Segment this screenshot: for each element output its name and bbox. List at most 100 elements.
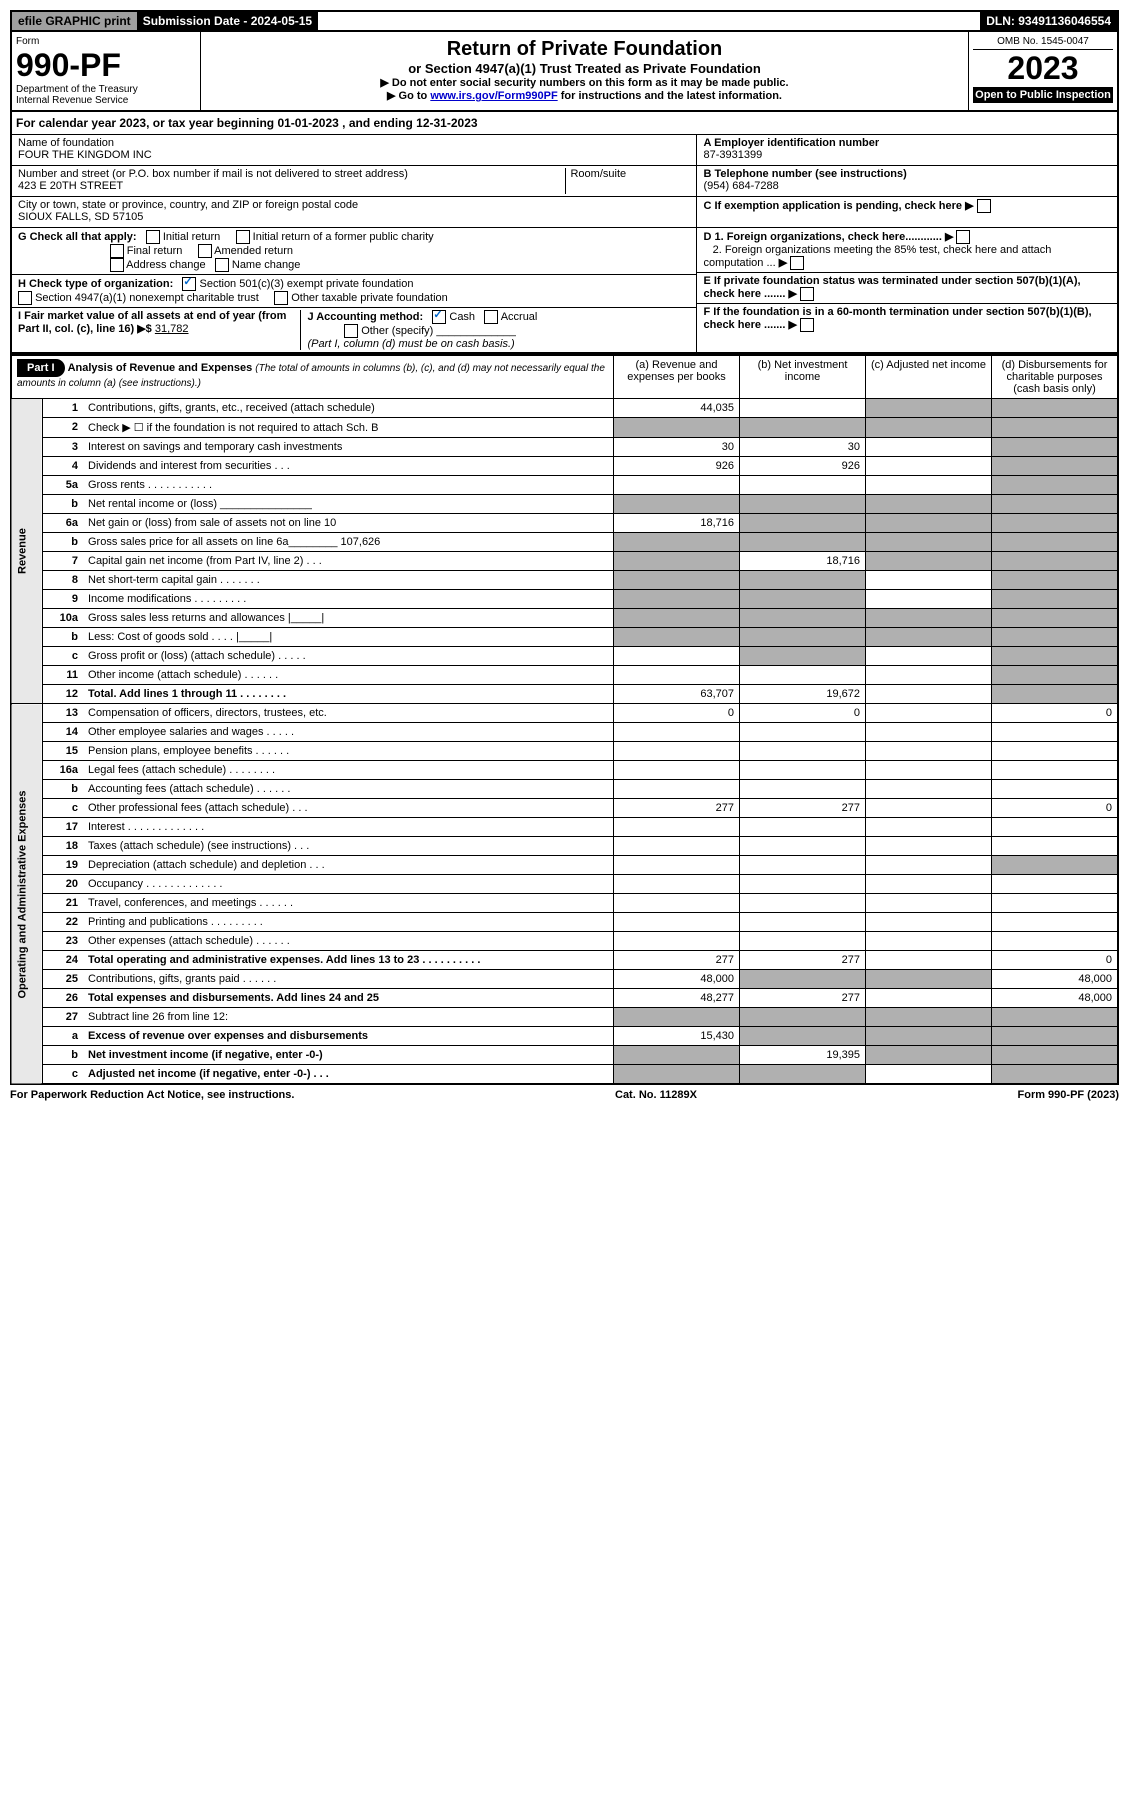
value-cell-d — [992, 476, 1119, 495]
instructions-link[interactable]: www.irs.gov/Form990PF — [430, 90, 557, 102]
addr-label: Number and street (or P.O. box number if… — [18, 168, 408, 180]
checkbox-accrual[interactable] — [484, 310, 498, 324]
value-cell-b — [740, 723, 866, 742]
value-cell-c — [866, 571, 992, 590]
value-cell-a — [614, 742, 740, 761]
line-description: Occupancy . . . . . . . . . . . . . — [83, 875, 614, 894]
value-cell-b — [740, 609, 866, 628]
part1-title: Analysis of Revenue and Expenses — [68, 362, 253, 374]
efile-print-button[interactable]: efile GRAPHIC print — [12, 12, 137, 30]
line-number: 11 — [43, 666, 84, 685]
value-cell-b: 277 — [740, 799, 866, 818]
foundation-address: 423 E 20TH STREET — [18, 180, 123, 192]
table-row: Operating and Administrative Expenses13C… — [11, 704, 1118, 723]
value-cell-d — [992, 913, 1119, 932]
checkbox-d2[interactable] — [790, 256, 804, 270]
line-number: 8 — [43, 571, 84, 590]
table-row: bLess: Cost of goods sold . . . . |_____… — [11, 628, 1118, 647]
foundation-name: FOUR THE KINGDOM INC — [18, 149, 152, 161]
value-cell-b — [740, 571, 866, 590]
phone-label: B Telephone number (see instructions) — [703, 168, 906, 180]
foundation-info-grid: Name of foundation FOUR THE KINGDOM INC … — [10, 135, 1119, 354]
value-cell-c — [866, 438, 992, 457]
line-description: Total operating and administrative expen… — [83, 951, 614, 970]
table-row: 3Interest on savings and temporary cash … — [11, 438, 1118, 457]
line-number: 7 — [43, 552, 84, 571]
line-description: Gross sales less returns and allowances … — [83, 609, 614, 628]
table-row: cOther professional fees (attach schedul… — [11, 799, 1118, 818]
checkbox-d1[interactable] — [956, 230, 970, 244]
checkbox-addr-change[interactable] — [110, 258, 124, 272]
line-description: Compensation of officers, directors, tru… — [83, 704, 614, 723]
name-label: Name of foundation — [18, 137, 114, 149]
line-description: Capital gain net income (from Part IV, l… — [83, 552, 614, 571]
checkbox-initial-return[interactable] — [146, 230, 160, 244]
value-cell-d — [992, 552, 1119, 571]
checkbox-other-method[interactable] — [344, 324, 358, 338]
i-value: 31,782 — [155, 323, 189, 335]
checkbox-cash[interactable] — [432, 310, 446, 324]
line-number: 12 — [43, 685, 84, 704]
i-j-row: I Fair market value of all assets at end… — [12, 308, 696, 352]
value-cell-c — [866, 495, 992, 514]
checkbox-501c3[interactable] — [182, 277, 196, 291]
line-description: Legal fees (attach schedule) . . . . . .… — [83, 761, 614, 780]
line-description: Net investment income (if negative, ente… — [83, 1046, 614, 1065]
value-cell-a — [614, 894, 740, 913]
table-row: 27Subtract line 26 from line 12: — [11, 1008, 1118, 1027]
line-description: Excess of revenue over expenses and disb… — [83, 1027, 614, 1046]
value-cell-a — [614, 723, 740, 742]
table-row: 7Capital gain net income (from Part IV, … — [11, 552, 1118, 571]
e-label: E If private foundation status was termi… — [703, 275, 1080, 300]
value-cell-c — [866, 609, 992, 628]
checkbox-amended[interactable] — [198, 244, 212, 258]
part1-badge: Part I — [17, 359, 65, 377]
value-cell-a — [614, 571, 740, 590]
value-cell-d: 0 — [992, 951, 1119, 970]
value-cell-c — [866, 970, 992, 989]
d2-label: 2. Foreign organizations meeting the 85%… — [703, 244, 1051, 269]
checkbox-4947[interactable] — [18, 291, 32, 305]
omb-number: OMB No. 1545-0047 — [973, 36, 1113, 50]
line-number: 24 — [43, 951, 84, 970]
value-cell-d: 0 — [992, 704, 1119, 723]
city-cell: City or town, state or province, country… — [12, 197, 696, 228]
value-cell-d — [992, 761, 1119, 780]
checkbox-other-taxable[interactable] — [274, 291, 288, 305]
value-cell-b — [740, 1065, 866, 1085]
value-cell-c — [866, 533, 992, 552]
footer-left: For Paperwork Reduction Act Notice, see … — [10, 1089, 294, 1101]
value-cell-d — [992, 457, 1119, 476]
city-label: City or town, state or province, country… — [18, 199, 358, 211]
title-box: Return of Private Foundation or Section … — [201, 32, 968, 110]
value-cell-b: 926 — [740, 457, 866, 476]
checkbox-e[interactable] — [800, 287, 814, 301]
checkbox-initial-former[interactable] — [236, 230, 250, 244]
value-cell-d — [992, 1027, 1119, 1046]
value-cell-c — [866, 875, 992, 894]
line-number: 2 — [43, 418, 84, 438]
line-description: Interest . . . . . . . . . . . . . — [83, 818, 614, 837]
part1-table: Part I Analysis of Revenue and Expenses … — [10, 354, 1119, 1085]
value-cell-a: 18,716 — [614, 514, 740, 533]
checkbox-name-change[interactable] — [215, 258, 229, 272]
value-cell-b — [740, 476, 866, 495]
open-public-badge: Open to Public Inspection — [973, 87, 1113, 103]
line-number: 17 — [43, 818, 84, 837]
form-header: Form 990-PF Department of the Treasury I… — [10, 32, 1119, 112]
line-number: c — [43, 647, 84, 666]
checkbox-f[interactable] — [800, 318, 814, 332]
checkbox-c[interactable] — [977, 199, 991, 213]
value-cell-d — [992, 666, 1119, 685]
form-label: Form — [16, 36, 196, 47]
value-cell-b — [740, 894, 866, 913]
line-number: 16a — [43, 761, 84, 780]
value-cell-c — [866, 457, 992, 476]
value-cell-c — [866, 514, 992, 533]
checkbox-final-return[interactable] — [110, 244, 124, 258]
phone-cell: B Telephone number (see instructions) (9… — [697, 166, 1117, 197]
value-cell-d — [992, 609, 1119, 628]
value-cell-d — [992, 628, 1119, 647]
value-cell-a — [614, 818, 740, 837]
top-bar: efile GRAPHIC print Submission Date - 20… — [10, 10, 1119, 32]
